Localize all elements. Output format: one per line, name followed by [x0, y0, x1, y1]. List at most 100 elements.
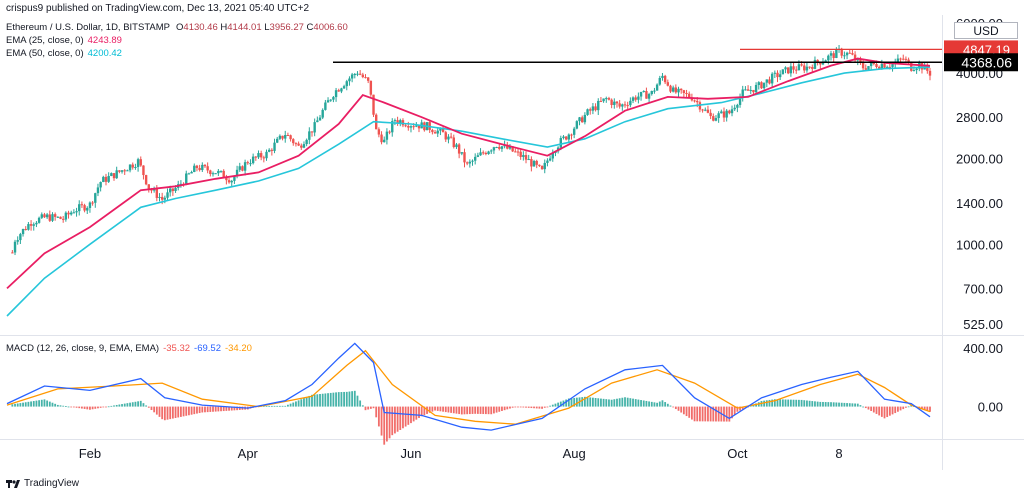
macd-histogram-bar	[511, 406, 514, 408]
candle	[417, 125, 421, 133]
candle-body	[728, 110, 731, 114]
candle	[621, 103, 624, 111]
candle-body	[136, 159, 140, 168]
candle	[96, 183, 100, 197]
symbol-legend: Ethereum / U.S. Dollar, 1D, BITSTAMP O413…	[6, 22, 348, 33]
macd-histogram-bar	[236, 406, 238, 411]
candle-body	[251, 156, 255, 164]
candle	[471, 159, 474, 166]
candle	[682, 89, 686, 98]
currency-button[interactable]: USD	[954, 22, 1018, 39]
candle-body	[388, 131, 391, 133]
candle-body	[16, 240, 19, 242]
macd-histogram-bar	[795, 399, 798, 407]
macd-histogram-bar	[319, 394, 321, 407]
macd-histogram-bar	[907, 406, 910, 408]
ema25-legend: EMA (25, close, 0) 4243.89	[6, 35, 122, 46]
macd-histogram-bar	[396, 406, 399, 432]
candle-body	[800, 64, 803, 66]
candle	[203, 164, 207, 168]
ohlc-values: O4130.46 H4144.01 L3956.27 C4006.60	[176, 22, 348, 33]
macd-histogram-bar	[923, 406, 926, 410]
candle	[484, 151, 488, 156]
candle-body	[32, 224, 35, 226]
candle-body	[198, 168, 201, 171]
macd-histogram-bar	[75, 406, 78, 408]
candle-body	[417, 125, 421, 129]
candle-body	[321, 109, 324, 118]
macd-histogram-bar	[86, 406, 89, 410]
ohlc-value-h: 4144.01	[227, 22, 262, 33]
macd-histogram-bar	[840, 402, 843, 407]
candle-body	[851, 53, 854, 55]
macd-histogram-bar	[30, 401, 32, 407]
macd-histogram-bar	[690, 406, 693, 420]
candle-body	[439, 128, 442, 131]
macd-histogram-bar	[763, 400, 766, 407]
candle	[530, 156, 533, 172]
candle	[364, 74, 367, 79]
candle	[294, 142, 298, 147]
candle-body	[864, 68, 867, 70]
candle	[709, 109, 712, 120]
candle-body	[709, 112, 712, 117]
candle-body	[308, 131, 311, 140]
candle	[110, 172, 113, 177]
candle-body	[107, 175, 110, 182]
candle-body	[372, 94, 375, 115]
macd-histogram-bar	[428, 406, 431, 413]
macd-histogram-bar	[814, 401, 816, 407]
candle	[701, 108, 704, 113]
time-axis-tick-label: Apr	[238, 446, 259, 461]
macd-histogram-bar	[597, 398, 600, 407]
macd-histogram-bar	[629, 398, 632, 407]
macd-histogram-bar	[581, 397, 584, 407]
candle	[324, 99, 327, 111]
candle	[629, 97, 632, 108]
candle	[152, 186, 156, 193]
macd-histogram-bar	[147, 406, 150, 408]
macd-histogram-bar	[466, 406, 469, 415]
candle	[645, 87, 648, 99]
candle-body	[655, 84, 659, 91]
macd-histogram-bar	[110, 405, 113, 407]
macd-histogram-bar	[664, 402, 667, 407]
candle	[158, 193, 161, 202]
candle	[75, 207, 78, 217]
candle-body	[679, 88, 683, 91]
macd-histogram-bar	[827, 402, 830, 407]
ohlc-key-h: H	[220, 22, 228, 33]
candle-body	[845, 52, 849, 56]
candle-body	[94, 193, 97, 203]
tradingview-logo[interactable]: TradingView	[6, 478, 79, 489]
macd-histogram-bar	[313, 394, 316, 407]
candle-body	[495, 147, 498, 149]
candle	[781, 69, 785, 75]
candle-body	[827, 55, 830, 61]
candle-body	[112, 173, 116, 179]
macd-histogram-bar	[81, 406, 83, 409]
candle-body	[698, 102, 702, 110]
candle-body	[717, 113, 720, 119]
candle	[714, 115, 718, 122]
macd-histogram-bar	[549, 405, 551, 407]
candle-body	[219, 170, 223, 172]
candle-body	[270, 149, 274, 151]
candle	[91, 200, 94, 206]
macd-histogram-bar	[872, 406, 875, 413]
candle-body	[104, 176, 108, 182]
macd-histogram-bar	[843, 402, 846, 407]
candle	[136, 157, 140, 172]
macd-histogram-bar	[602, 398, 605, 407]
candle-body	[720, 111, 723, 114]
macd-histogram-bar	[287, 404, 289, 407]
candle-body	[468, 161, 472, 164]
candle	[527, 154, 530, 161]
macd-histogram-bar	[163, 406, 166, 421]
macd-histogram-bar	[926, 406, 929, 411]
candle-body	[813, 59, 817, 69]
candle-body	[754, 84, 758, 93]
macd-histogram-bar	[115, 404, 118, 407]
macd-histogram-bar	[43, 399, 46, 407]
